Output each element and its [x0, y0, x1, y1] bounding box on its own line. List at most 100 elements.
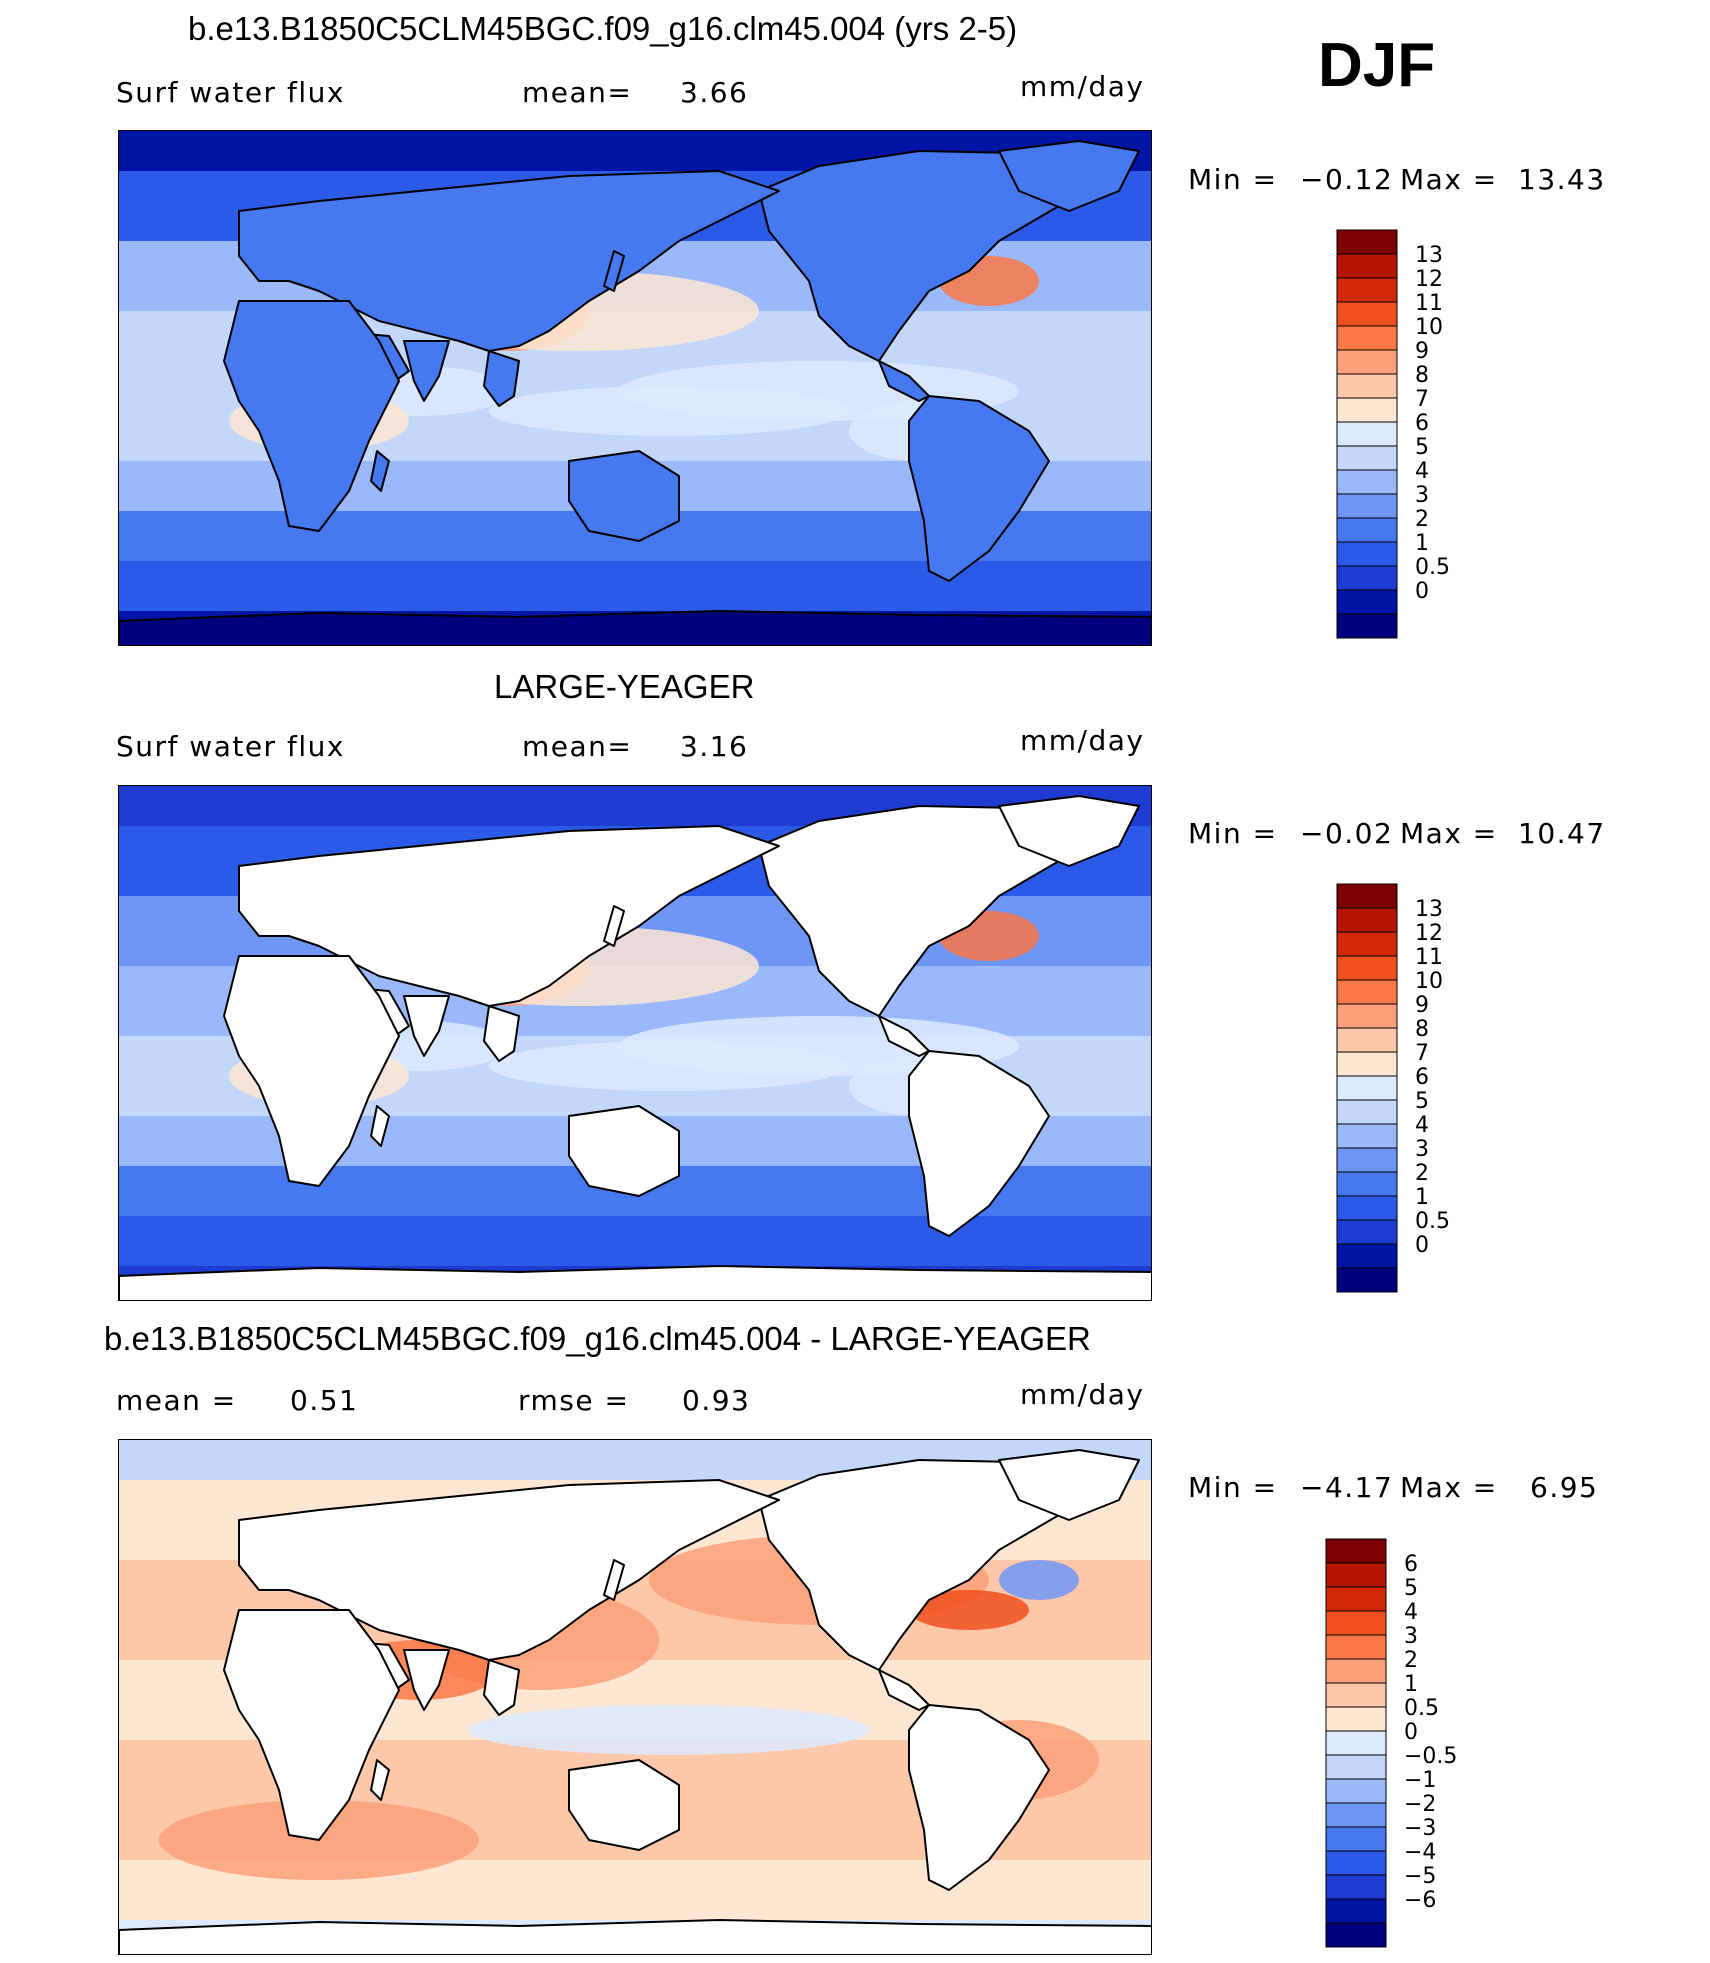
colorbar-segment: [1325, 1874, 1387, 1900]
coastline-india: [403, 340, 450, 402]
colorbar-segment: [1336, 349, 1398, 375]
max-label: Max =: [1400, 817, 1498, 850]
coastline-southAmerica: [908, 1704, 1050, 1891]
colorbar-tick-label: 11: [1415, 291, 1443, 316]
coastline-japan: [603, 905, 625, 947]
colorbar-segment: [1336, 1267, 1398, 1293]
colorbar-tick-label: 0: [1404, 1720, 1418, 1745]
season-label: DJF: [1318, 31, 1436, 100]
colorbar-diff: 6 5 4 3 2 1 0.5 0 −0.5 −1 −2 −3 −4 −5 −6: [1324, 1537, 1534, 1953]
colorbar-tick-label: 12: [1415, 267, 1443, 292]
colorbar-segment: [1336, 397, 1398, 423]
coastline-greenland: [998, 795, 1140, 867]
colorbar-segment: [1325, 1586, 1387, 1612]
colorbar-tick-label: −4: [1404, 1840, 1436, 1865]
colorbar-segment: [1336, 445, 1398, 471]
colorbar-segment: [1325, 1658, 1387, 1684]
colorbar-model: 13 12 11 10 9 8 7 6 5 4 3 2 1 0.5 0: [1335, 228, 1535, 644]
mean-label: mean=: [522, 730, 633, 763]
min-value: −0.02: [1300, 817, 1394, 850]
coastline-eurasia: [238, 170, 780, 352]
mean-label: mean=: [522, 76, 633, 109]
colorbar-tick-label: 11: [1415, 945, 1443, 970]
colorbar-segment: [1336, 1195, 1398, 1221]
colorbar-tick-label: −3: [1404, 1816, 1436, 1841]
coastline-australia: [568, 1105, 680, 1197]
colorbar-segment: [1336, 979, 1398, 1005]
mean-value: 3.66: [680, 76, 749, 109]
colorbar-tick-label: 3: [1415, 1137, 1429, 1162]
colorbar-segment: [1336, 1051, 1398, 1077]
colorbar-tick-label: 4: [1415, 459, 1429, 484]
coastline-india: [403, 1649, 450, 1711]
colorbar-tick-label: 6: [1415, 1065, 1429, 1090]
colorbar-segment: [1336, 493, 1398, 519]
max-label: Max =: [1400, 163, 1498, 196]
min-value: −4.17: [1300, 1471, 1394, 1504]
coastline-southAmerica: [908, 1050, 1050, 1237]
coastline-centralAm: [878, 1669, 930, 1711]
coastline-seAsia: [483, 1005, 520, 1062]
coastline-madagascar: [370, 450, 390, 492]
colorbar-tick-label: 3: [1404, 1624, 1418, 1649]
coastline-japan: [603, 250, 625, 292]
colorbar-tick-label: 4: [1404, 1600, 1418, 1625]
colorbar-segment: [1336, 277, 1398, 303]
colorbar-segment: [1336, 931, 1398, 957]
coastline-seAsia: [483, 350, 520, 407]
variable-label: Surf water flux: [116, 730, 345, 763]
coastline-africa: [223, 955, 400, 1187]
map-plot-diff: [118, 1439, 1152, 1955]
max-value: 13.43: [1518, 163, 1606, 196]
colorbar-segment: [1336, 373, 1398, 399]
max-label: Max =: [1400, 1471, 1498, 1504]
colorbar-segment: [1336, 541, 1398, 567]
colorbar-segment: [1336, 1099, 1398, 1125]
colorbar-tick-label: −2: [1404, 1792, 1436, 1817]
colorbar-tick-label: 1: [1404, 1672, 1418, 1697]
colorbar-tick-label: −0.5: [1404, 1744, 1457, 1769]
colorbar-tick-label: 10: [1415, 315, 1443, 340]
colorbar-tick-label: 0: [1415, 1233, 1429, 1258]
colorbar-tick-label: 4: [1415, 1113, 1429, 1138]
colorbar-segment: [1336, 955, 1398, 981]
panel-title: b.e13.B1850C5CLM45BGC.f09_g16.clm45.004 …: [104, 1320, 1091, 1357]
coastline-africa: [223, 1609, 400, 1841]
colorbar-segment: [1336, 565, 1398, 591]
min-label: Min =: [1188, 817, 1278, 850]
coastline-centralAm: [878, 1015, 930, 1057]
colorbar-segment: [1325, 1778, 1387, 1804]
colorbar-tick-label: 10: [1415, 969, 1443, 994]
coastline-northAmerica: [758, 1459, 1080, 1671]
coastline-australia: [568, 450, 680, 542]
field-blob: [659, 1750, 979, 1830]
panel-title: LARGE-YEAGER: [494, 668, 755, 705]
colorbar-segment: [1336, 469, 1398, 495]
colorbar-segment: [1325, 1706, 1387, 1732]
colorbar-segment: [1325, 1562, 1387, 1588]
coastline-eurasia: [238, 1479, 780, 1661]
coastline-southAmerica: [908, 395, 1050, 582]
colorbar-tick-label: 6: [1404, 1552, 1418, 1577]
min-label: Min =: [1188, 1471, 1278, 1504]
field-blob: [909, 1590, 1029, 1630]
rmse-value: 0.93: [682, 1384, 751, 1417]
coastline-madagascar: [370, 1759, 390, 1801]
colorbar-segment: [1336, 589, 1398, 615]
colorbar-segment: [1336, 253, 1398, 279]
colorbar-segment: [1325, 1754, 1387, 1780]
colorbar-tick-label: −1: [1404, 1768, 1436, 1793]
units-label: mm/day: [1020, 724, 1145, 757]
colorbar-tick-label: 12: [1415, 921, 1443, 946]
colorbar-segment: [1325, 1730, 1387, 1756]
colorbar-tick-label: 0.5: [1404, 1696, 1439, 1721]
colorbar-tick-label: 5: [1404, 1576, 1418, 1601]
colorbar-tick-label: 0: [1415, 579, 1429, 604]
colorbar-segment: [1336, 1219, 1398, 1245]
coastline-greenland: [998, 140, 1140, 212]
coastline-greenland: [998, 1449, 1140, 1521]
colorbar-tick-label: 3: [1415, 483, 1429, 508]
coastline-japan: [603, 1559, 625, 1601]
coastline-india: [403, 995, 450, 1057]
colorbar-tick-label: 2: [1404, 1648, 1418, 1673]
